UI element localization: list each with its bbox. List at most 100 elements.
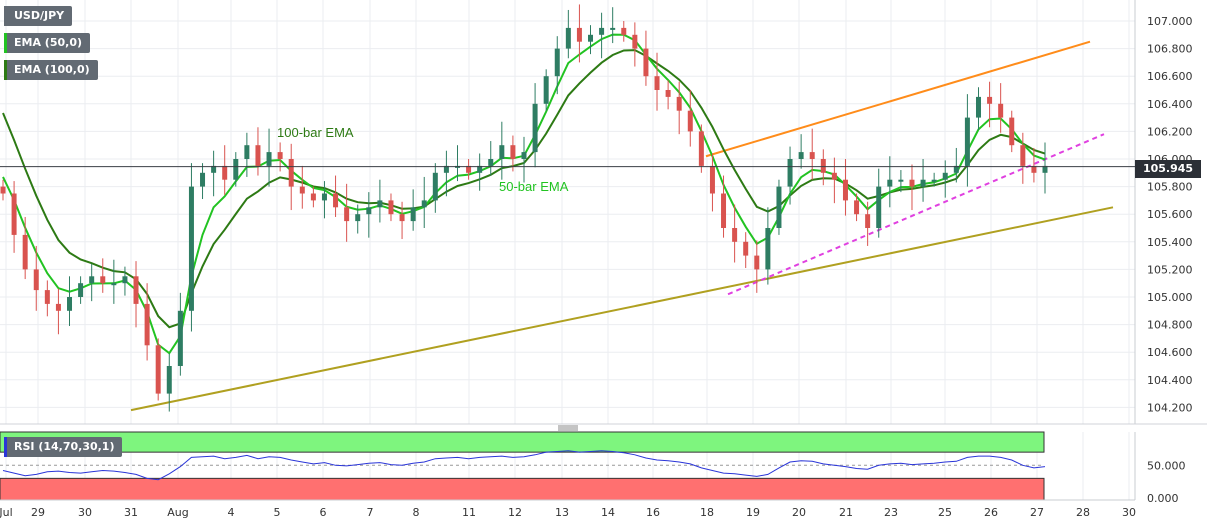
rsi-y-tick-label: 0.000 [1147, 492, 1179, 505]
candle-body [854, 200, 860, 215]
candle-body [787, 159, 793, 187]
candle-body [44, 290, 50, 304]
x-tick-label: 19 [746, 506, 760, 519]
legend-ema100[interactable]: EMA (100,0) [4, 60, 98, 80]
candle-body [643, 48, 649, 77]
x-tick-label: 23 [884, 506, 898, 519]
rsi-overbought-zone [0, 431, 1045, 453]
x-tick-label: 29 [31, 506, 45, 519]
legend-ema100-label: EMA (100,0) [14, 63, 90, 76]
y-tick-label: 107.000 [1147, 15, 1193, 28]
candle-body [632, 34, 638, 49]
candle-body [388, 200, 394, 215]
rsi-line-group [2, 450, 1046, 481]
candle-body [809, 152, 815, 159]
candle-body [942, 172, 948, 180]
candle-body [798, 152, 804, 159]
candle-body [477, 165, 483, 173]
x-tick-label: 12 [508, 506, 522, 519]
candle-body [255, 145, 261, 166]
candle-body [543, 76, 549, 104]
candle-body [975, 96, 981, 118]
trendlines [130, 40, 1114, 412]
candle-body [698, 131, 704, 166]
candle-body [1042, 165, 1048, 173]
candle-body [765, 228, 771, 270]
legend-ema100-swatch [4, 60, 7, 80]
candle-body [22, 234, 28, 270]
rsi-oversold-zone [0, 477, 1045, 501]
x-tick-label: 13 [555, 506, 569, 519]
x-tick-label: 27 [1030, 506, 1044, 519]
x-tick-label: 4 [228, 506, 235, 519]
candle-body [200, 172, 206, 187]
x-tick-label: 16 [646, 506, 660, 519]
x-tick-label: 25 [938, 506, 952, 519]
candle-body [898, 179, 904, 182]
candle-body [909, 179, 915, 187]
candle-body [377, 200, 383, 208]
candle-body [133, 276, 139, 304]
legend-rsi-label: RSI (14,70,30,1) [14, 440, 115, 453]
y-tick-label: 106.400 [1147, 98, 1193, 111]
candle-body [233, 159, 239, 180]
y-tick-label: 106.200 [1147, 125, 1193, 138]
annotation-100-bar-ema: 100-bar EMA [277, 125, 354, 140]
y-tick-label: 105.200 [1147, 263, 1193, 276]
candle-body [1031, 165, 1037, 173]
x-tick-label: 14 [601, 506, 615, 519]
candle-body [599, 27, 605, 35]
candle-body [488, 159, 494, 166]
x-tick-label: 30 [1122, 506, 1136, 519]
legend-symbol-label: USD/JPY [14, 9, 65, 22]
candle-body [776, 186, 782, 228]
candle-body [654, 76, 660, 90]
candle-body [78, 283, 84, 297]
last-price-badge: 105.945 [1135, 160, 1201, 178]
candle-body [410, 207, 416, 222]
candle-body [321, 193, 327, 201]
candle-body [964, 117, 970, 166]
candle-body [144, 303, 150, 346]
y-tick-label: 106.600 [1147, 70, 1193, 83]
x-tick-label: 30 [78, 506, 92, 519]
y-tick-label: 104.200 [1147, 401, 1193, 414]
candle-body [266, 152, 272, 166]
y-tick-label: 105.400 [1147, 236, 1193, 249]
candle-body [222, 165, 228, 180]
candle-body [89, 276, 95, 284]
annotation-50-bar-ema: 50-bar EMA [499, 179, 569, 194]
candle-body [355, 214, 361, 222]
legend-rsi[interactable]: RSI (14,70,30,1) [4, 437, 123, 457]
y-tick-label: 104.800 [1147, 319, 1193, 332]
candle-body [443, 165, 449, 173]
candle-body [366, 207, 372, 215]
candle-body [510, 145, 516, 159]
candle-body [310, 193, 316, 201]
x-tick-label: 31 [124, 506, 138, 519]
x-tick-label: 18 [700, 506, 714, 519]
candle-body [920, 179, 926, 187]
legend-ema50[interactable]: EMA (50,0) [4, 33, 90, 53]
x-tick-label: 6 [320, 506, 327, 519]
legend-ema50-label: EMA (50,0) [14, 36, 82, 49]
candle-body [122, 276, 128, 284]
x-tick-label: 26 [984, 506, 998, 519]
candle-body [876, 186, 882, 228]
candle-body [887, 179, 893, 187]
candle-body [953, 165, 959, 173]
candle-body [588, 34, 594, 42]
y-tick-label: 104.600 [1147, 346, 1193, 359]
candle-body [344, 207, 350, 222]
candle-body [687, 110, 693, 132]
candle-body [610, 27, 616, 30]
price-grid [0, 0, 1135, 500]
x-tick-label: 28 [1076, 506, 1090, 519]
candle-body [299, 186, 305, 194]
legend-symbol[interactable]: USD/JPY [4, 6, 73, 26]
candle-body [709, 165, 715, 194]
candle-body [277, 152, 283, 159]
candle-body [432, 172, 438, 201]
candle-body [421, 200, 427, 208]
